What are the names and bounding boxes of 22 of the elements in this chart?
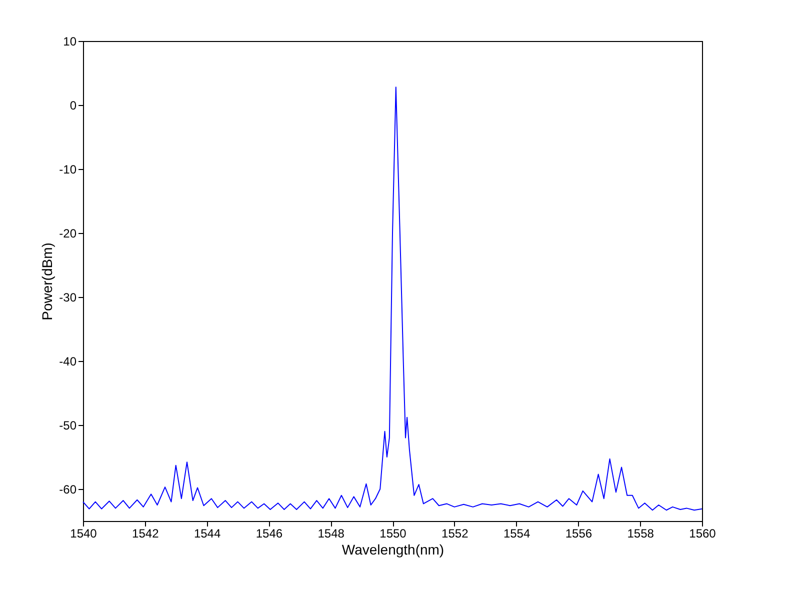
y-tick-label: -20 (59, 226, 77, 240)
x-tick-label: 1554 (503, 526, 530, 540)
y-axis-title: Power(dBm) (39, 242, 56, 320)
x-tick-label: 1556 (565, 526, 592, 540)
x-tick-label: 1546 (256, 526, 283, 540)
x-tick-label: 1548 (318, 526, 345, 540)
x-tick-label: 1542 (132, 526, 160, 540)
y-tick-label: -50 (59, 418, 77, 432)
y-tick-label: 10 (63, 34, 77, 48)
y-tick-label: 0 (70, 98, 77, 112)
x-tick-label: 1544 (194, 526, 221, 540)
y-tick-label: -30 (59, 290, 77, 304)
x-tick-label: 1560 (689, 526, 716, 540)
x-tick-label: 1550 (380, 526, 407, 540)
y-tick-label: -60 (59, 482, 77, 496)
y-tick-label: -10 (59, 162, 77, 176)
line-series (82, 86, 702, 511)
x-axis-title: Wavelength(nm) (342, 542, 444, 558)
x-tick-label: 1552 (442, 526, 469, 540)
x-tick-label: 1540 (70, 526, 98, 540)
y-tick-label: -40 (59, 354, 77, 368)
x-tick-label: 1558 (627, 526, 654, 540)
